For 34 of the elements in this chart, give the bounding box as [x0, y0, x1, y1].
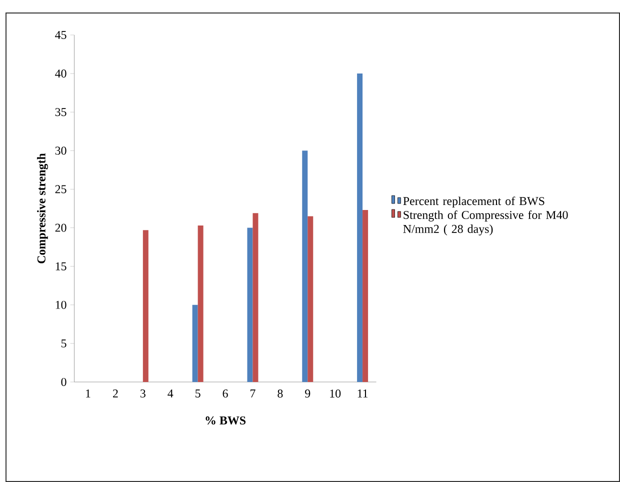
bar — [302, 150, 308, 382]
x-tick-label: 5 — [196, 390, 200, 398]
x-tick-label: 1 — [86, 390, 90, 398]
y-tick-label: 30 — [55, 146, 66, 155]
x-tick-label: 9 — [305, 390, 310, 398]
y-tick-label: 5 — [61, 339, 66, 348]
y-tick-label: 15 — [56, 262, 66, 270]
x-tick-label: 2 — [113, 390, 118, 398]
bar — [192, 304, 198, 382]
bar — [198, 225, 204, 382]
y-tick-label: 40 — [55, 70, 66, 78]
bar — [308, 216, 314, 382]
x-tick-label: 6 — [222, 390, 228, 398]
bar — [252, 213, 258, 382]
y-tick-label: 20 — [55, 224, 66, 232]
bar — [142, 230, 148, 382]
y-axis-title: Compressive strength — [37, 153, 48, 264]
x-tick-label: 10 — [330, 390, 341, 398]
x-tick-label: 3 — [140, 390, 146, 398]
y-tick-label: 35 — [55, 108, 66, 116]
x-tick-label: 7 — [250, 390, 256, 398]
x-axis-title: % BWS — [206, 416, 246, 425]
bar — [362, 210, 368, 382]
x-tick-label: 4 — [168, 390, 174, 398]
legend-label: Percent replacement of BWS — [403, 196, 544, 208]
x-tick-label: 8 — [278, 390, 283, 398]
y-tick-label: 25 — [55, 185, 66, 194]
y-tick-label: 0 — [61, 378, 66, 386]
x-tick-label: 11 — [358, 390, 368, 398]
bar — [247, 228, 253, 382]
bar — [357, 74, 363, 382]
y-tick-label: 45 — [55, 30, 66, 39]
legend-label: Strength of Compressive for M40 N/mm2 ( 28 days) — [403, 210, 568, 236]
y-tick-label: 10 — [56, 300, 66, 309]
